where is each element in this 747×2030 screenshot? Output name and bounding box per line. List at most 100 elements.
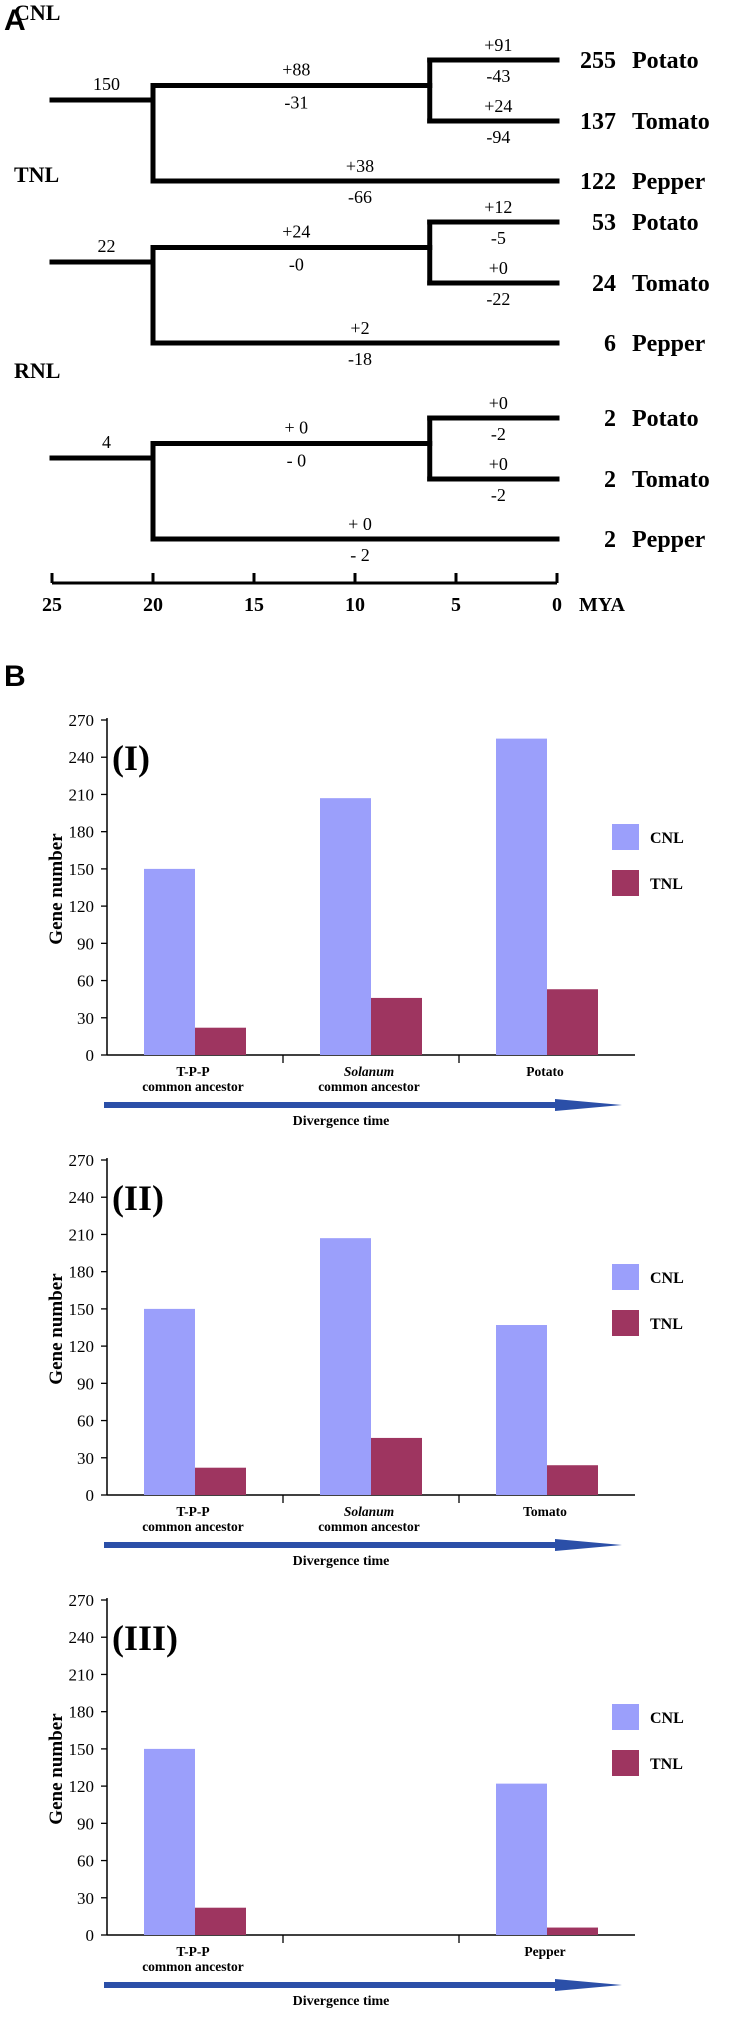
leaf-loss: -43 bbox=[486, 66, 510, 86]
leaf-gain: +0 bbox=[489, 393, 508, 413]
axis-tick-label: 10 bbox=[345, 594, 365, 616]
y-tick-label: 210 bbox=[69, 1665, 95, 1684]
bar-tnl bbox=[195, 1027, 246, 1055]
root-count: 150 bbox=[93, 74, 120, 94]
leaf-species: Tomato bbox=[632, 467, 710, 493]
category-label: common ancestor bbox=[318, 1519, 420, 1534]
bar-tnl bbox=[547, 1927, 598, 1935]
leaf-count: 2 bbox=[604, 467, 616, 493]
bar-tnl bbox=[195, 1907, 246, 1935]
leaf-species: Potato bbox=[632, 48, 699, 74]
leaf-count: 53 bbox=[592, 210, 616, 236]
leaf-species: Pepper bbox=[632, 169, 706, 195]
leaf-loss: -18 bbox=[348, 349, 372, 369]
bar-cnl bbox=[496, 738, 547, 1055]
ancestor-gain: + 0 bbox=[285, 418, 309, 438]
legend-swatch bbox=[612, 870, 639, 896]
category-label: T-P-P bbox=[176, 1064, 209, 1079]
bar-cnl bbox=[496, 1325, 547, 1495]
ancestor-gain: +88 bbox=[282, 60, 310, 80]
y-tick-label: 30 bbox=[77, 1889, 94, 1908]
axis-tick-label: 0 bbox=[552, 594, 562, 616]
leaf-gain: +0 bbox=[489, 258, 508, 278]
leaf-tomato: +0 -2 2 Tomato bbox=[489, 454, 710, 505]
leaf-count: 6 bbox=[604, 331, 616, 357]
y-tick-label: 180 bbox=[69, 1263, 95, 1282]
bar-cnl bbox=[320, 1238, 371, 1495]
panel-b-letter: B bbox=[4, 660, 26, 693]
bar-cnl bbox=[496, 1783, 547, 1935]
y-tick-label: 180 bbox=[69, 823, 95, 842]
family-label: CNL bbox=[14, 0, 60, 25]
y-tick-label: 30 bbox=[77, 1009, 94, 1028]
y-tick-label: 150 bbox=[69, 1300, 95, 1319]
leaf-pepper: +38 -66 122 Pepper bbox=[346, 156, 706, 207]
tree-cnl: CNL 150 +88 -31 +91 -43 255 Potato +24 -94 137 Toma… bbox=[14, 0, 710, 207]
family-label: RNL bbox=[14, 358, 60, 383]
chart-title: (II) bbox=[112, 1178, 164, 1218]
y-tick-label: 210 bbox=[69, 1225, 95, 1244]
y-tick-label: 120 bbox=[69, 897, 95, 916]
legend-swatch bbox=[612, 824, 639, 850]
leaf-gain: + 0 bbox=[348, 514, 372, 534]
leaf-species: Tomato bbox=[632, 271, 710, 297]
bar-tnl bbox=[547, 1465, 598, 1495]
leaf-loss: -22 bbox=[486, 289, 510, 309]
y-tick-label: 240 bbox=[69, 1188, 95, 1207]
y-tick-label: 120 bbox=[69, 1777, 95, 1796]
leaf-loss: -5 bbox=[491, 228, 506, 248]
y-tick-label: 30 bbox=[77, 1449, 94, 1468]
legend-label: CNL bbox=[650, 830, 684, 847]
category-label: common ancestor bbox=[142, 1519, 244, 1534]
axis-unit: MYA bbox=[579, 594, 625, 616]
legend-label: CNL bbox=[650, 1270, 684, 1287]
leaf-loss: -2 bbox=[491, 424, 506, 444]
ancestor-loss: - 0 bbox=[287, 451, 307, 471]
root-count: 22 bbox=[98, 236, 116, 256]
leaf-loss: -66 bbox=[348, 187, 372, 207]
y-tick-label: 60 bbox=[77, 1852, 94, 1871]
y-tick-label: 270 bbox=[69, 1591, 95, 1610]
category-label: common ancestor bbox=[142, 1959, 244, 1974]
y-axis-label: Gene number bbox=[46, 1713, 67, 1825]
legend-swatch bbox=[612, 1704, 639, 1730]
y-tick-label: 90 bbox=[77, 1374, 94, 1393]
leaf-gain: +91 bbox=[484, 35, 512, 55]
y-tick-label: 180 bbox=[69, 1703, 95, 1722]
leaf-species: Potato bbox=[632, 406, 699, 432]
leaf-loss: -2 bbox=[491, 485, 506, 505]
category-label: Pepper bbox=[524, 1944, 565, 1959]
divergence-label: Divergence time bbox=[293, 1554, 390, 1569]
category-label: T-P-P bbox=[176, 1944, 209, 1959]
divergence-arrow bbox=[104, 1539, 622, 1551]
ancestor-gain: +24 bbox=[282, 222, 310, 242]
bar-chart-1: (I) 0 30 60 90 120 150 180 210 240 270 Gene number T… bbox=[46, 711, 684, 1129]
y-tick-label: 240 bbox=[69, 748, 95, 767]
leaf-gain: +2 bbox=[350, 318, 369, 338]
category-label: Solanum bbox=[344, 1064, 394, 1079]
legend-swatch bbox=[612, 1750, 639, 1776]
divergence-label: Divergence time bbox=[293, 1114, 390, 1129]
leaf-count: 122 bbox=[580, 169, 616, 195]
leaf-tomato: +24 -94 137 Tomato bbox=[484, 96, 710, 147]
category-label: Potato bbox=[526, 1064, 564, 1079]
bar-cnl bbox=[144, 1748, 195, 1935]
y-tick-label: 0 bbox=[86, 1486, 95, 1505]
panel-a-letter: A bbox=[4, 4, 26, 37]
category-label: Tomato bbox=[523, 1504, 567, 1519]
y-tick-label: 150 bbox=[69, 1740, 95, 1759]
leaf-gain: +38 bbox=[346, 156, 374, 176]
bar-tnl bbox=[547, 989, 598, 1055]
ancestor-loss: -0 bbox=[289, 255, 304, 275]
legend-label: TNL bbox=[650, 1316, 683, 1333]
axis-tick-label: 5 bbox=[451, 594, 461, 616]
y-tick-label: 150 bbox=[69, 860, 95, 879]
axis-tick-label: 25 bbox=[42, 594, 62, 616]
leaf-species: Tomato bbox=[632, 109, 710, 135]
ancestor-loss: -31 bbox=[284, 93, 308, 113]
category-label: common ancestor bbox=[142, 1079, 244, 1094]
category-label: Solanum bbox=[344, 1504, 394, 1519]
leaf-loss: - 2 bbox=[350, 545, 370, 565]
